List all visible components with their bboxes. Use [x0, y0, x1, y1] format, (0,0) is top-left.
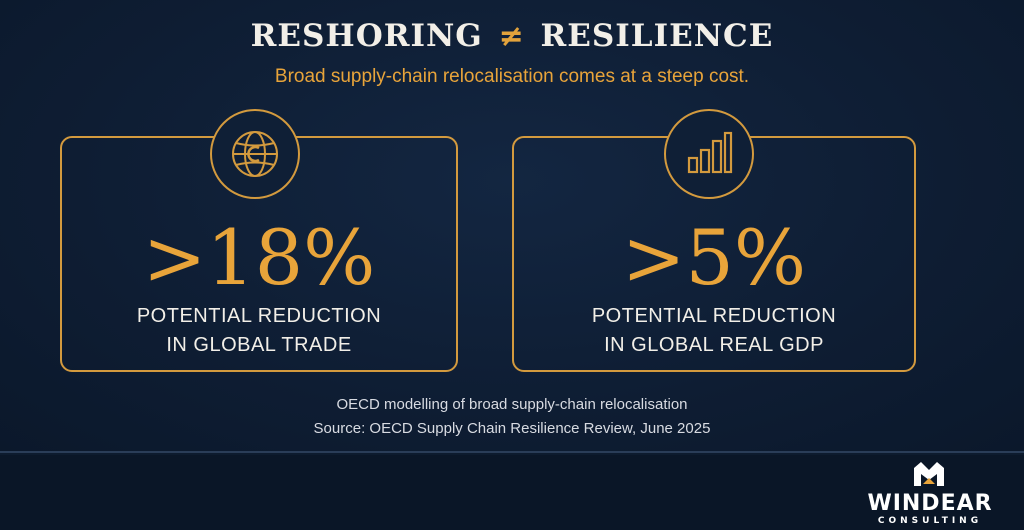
stat-label-line2: IN GLOBAL REAL GDP — [604, 334, 824, 356]
source-note: Source: OECD Supply Chain Resilience Rev… — [313, 420, 711, 437]
stat-label-line2: IN GLOBAL TRADE — [166, 334, 352, 356]
not-equal-symbol: ≠ — [498, 19, 525, 54]
bar-chart-icon — [664, 109, 754, 199]
page-title: RESHORING ≠ RESILIENCE — [0, 18, 1024, 54]
stat-card-gdp: >5% POTENTIAL REDUCTION IN GLOBAL REAL G… — [512, 109, 916, 372]
company-logo: WINDEAR CONSULTING — [842, 460, 1018, 530]
logo-name: WINDEAR — [867, 491, 993, 516]
stat-value: >18% — [142, 213, 376, 302]
globe-icon — [210, 109, 300, 199]
methodology-note: OECD modelling of broad supply-chain rel… — [336, 396, 688, 413]
infographic-panel: RESHORING ≠ RESILIENCE Broad supply-chai… — [0, 0, 1024, 453]
stat-card-trade: >18% POTENTIAL REDUCTION IN GLOBAL TRADE — [60, 109, 458, 372]
logo-mark-icon — [914, 462, 944, 486]
title-left: RESHORING — [250, 18, 483, 54]
footer-band — [0, 455, 1024, 530]
stat-label-line1: POTENTIAL REDUCTION — [136, 305, 382, 327]
subtitle: Broad supply-chain relocalisation comes … — [274, 66, 750, 87]
stat-label-line1: POTENTIAL REDUCTION — [591, 305, 837, 327]
title-right: RESILIENCE — [540, 18, 774, 54]
stat-value: >5% — [621, 213, 807, 302]
logo-subtitle: CONSULTING — [877, 516, 983, 526]
stat-label: POTENTIAL REDUCTION IN GLOBAL REAL GDP — [514, 302, 914, 360]
stat-label: POTENTIAL REDUCTION IN GLOBAL TRADE — [62, 302, 456, 360]
